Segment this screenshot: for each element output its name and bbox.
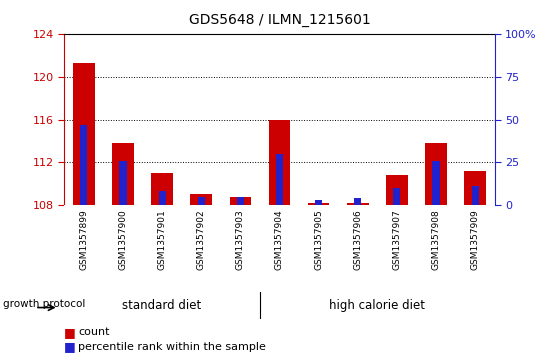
Bar — [308, 203, 329, 205]
Bar — [73, 63, 94, 205]
Bar — [425, 143, 447, 205]
Text: standard diet: standard diet — [122, 299, 202, 312]
Text: GSM1357908: GSM1357908 — [432, 209, 440, 270]
Bar — [112, 143, 134, 205]
Bar — [315, 200, 322, 205]
Bar — [151, 173, 173, 205]
Text: ■: ■ — [64, 326, 76, 339]
Bar — [394, 188, 400, 205]
Text: high calorie diet: high calorie diet — [329, 299, 425, 312]
Bar — [191, 195, 212, 205]
Bar — [269, 120, 290, 205]
Text: percentile rank within the sample: percentile rank within the sample — [78, 342, 266, 352]
Bar — [120, 161, 126, 205]
Text: GSM1357900: GSM1357900 — [119, 209, 127, 270]
Text: GDS5648 / ILMN_1215601: GDS5648 / ILMN_1215601 — [188, 13, 371, 27]
Bar — [354, 198, 361, 205]
Text: GSM1357902: GSM1357902 — [197, 209, 206, 270]
Text: GSM1357905: GSM1357905 — [314, 209, 323, 270]
Text: GSM1357901: GSM1357901 — [158, 209, 167, 270]
Text: growth protocol: growth protocol — [3, 299, 85, 309]
Text: GSM1357906: GSM1357906 — [353, 209, 362, 270]
Bar — [237, 197, 244, 205]
Text: GSM1357907: GSM1357907 — [392, 209, 401, 270]
Text: GSM1357904: GSM1357904 — [275, 209, 284, 270]
Bar — [230, 197, 251, 205]
Text: GSM1357903: GSM1357903 — [236, 209, 245, 270]
Text: count: count — [78, 327, 110, 337]
Bar — [347, 203, 368, 205]
Bar — [386, 175, 408, 205]
Bar — [198, 197, 205, 205]
Text: GSM1357909: GSM1357909 — [471, 209, 480, 270]
Bar — [80, 125, 87, 205]
Bar — [159, 191, 165, 205]
Text: GSM1357899: GSM1357899 — [79, 209, 88, 270]
Bar — [433, 161, 439, 205]
Bar — [276, 154, 283, 205]
Bar — [472, 186, 479, 205]
Text: ■: ■ — [64, 340, 76, 353]
Bar — [465, 171, 486, 205]
